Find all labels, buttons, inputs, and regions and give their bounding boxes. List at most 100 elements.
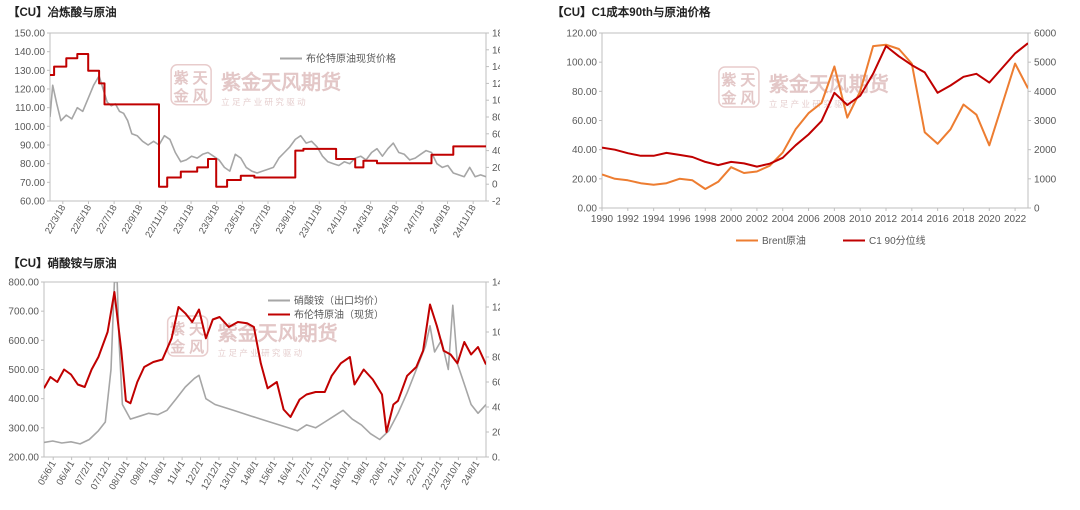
chart1-right-tick-label: 100 (492, 96, 500, 107)
chart1-right-tick-label: 160 (492, 45, 500, 56)
chart3-title: 【CU】硝酸铵与原油 (8, 258, 117, 270)
chart1-right-tick-label: 20 (492, 163, 500, 174)
chart2-series-0-line (602, 43, 1028, 190)
chart1-left-tick-label: 150.00 (14, 29, 45, 40)
chart3-legend: 硝酸铵（出口均价）布伦特原油（现货） (268, 294, 384, 321)
chart1-right-tick-label: 180 (492, 29, 500, 40)
chart2-right-tick-label: 5000 (1034, 58, 1057, 69)
watermark-logo-char-0-1: 天 (193, 70, 209, 87)
chart3-svg: 紫天金 风紫金天风期货立 足 产 业 研 究 驱 动 200.00 300.00 400… (8, 278, 500, 492)
watermark-slogan-0: 立 足 产 业 研 究 驱 动 (221, 97, 306, 107)
chart3-series-1-line (44, 291, 486, 433)
chart2-x-tick-label: 1990 (591, 214, 614, 225)
chart1-x-tick-label: 22/7/18 (94, 203, 119, 236)
watermark-logo-char-1-3: 风 (740, 90, 755, 107)
chart1-x-tick-label: 24/5/18 (376, 203, 401, 236)
chart1-x-tick-label: 22/9/18 (120, 203, 145, 236)
chart1-watermark: 紫天金 风紫金天风期货立 足 产 业 研 究 驱 动 (170, 64, 341, 107)
chart2-right-tick-label: 4000 (1034, 87, 1057, 98)
chart2-x-tick-label: 1992 (617, 214, 640, 225)
watermark-logo-char-2-2: 金 (169, 338, 186, 356)
chart3-legend-label-1: 布伦特原油（现货） (294, 308, 384, 321)
watermark-logo-1: 紫天金风 (718, 66, 760, 108)
chart2-x-tick-label: 2002 (746, 214, 769, 225)
watermark-logo-char-0-2: 金 (173, 87, 190, 105)
chart1-x-tick-label: 24/11/18 (451, 203, 479, 240)
chart3-right-tick-label: 60.00 (492, 378, 500, 389)
chart2-right-tick-label: 1000 (1034, 174, 1057, 185)
chart3-right-tick-label: 0.00 (492, 453, 500, 464)
chart1-right-tick-label: 0 (492, 180, 498, 191)
chart1-x-tick-label: 23/7/18 (248, 203, 273, 236)
chart3-left-tick-label: 200.00 (8, 453, 39, 464)
chart2-left-tick-label: 0.00 (578, 204, 598, 215)
chart1-x-tick-label: 24/9/18 (428, 203, 453, 236)
chart1-title: 【CU】冶炼酸与原油 (8, 7, 117, 19)
chart2-x-tick-label: 1994 (643, 214, 666, 225)
chart2-legend-label-0: Brent原油 (762, 234, 806, 247)
chart1-series-1-line (50, 53, 486, 188)
watermark-logo-char-1-2: 金 (720, 89, 737, 107)
chart2-x-tick-label: 2014 (901, 214, 924, 225)
chart1-x-tick-label: 23/3/18 (197, 203, 222, 236)
chart3-left-tick-label: 400.00 (8, 394, 39, 405)
chart1-x-tick-label: 23/11/18 (297, 203, 325, 240)
watermark-logo-box-0 (170, 64, 212, 106)
chart1-left-tick-label: 70.00 (20, 178, 45, 189)
chart2-watermark: 紫天金 风紫金天风期货立 足 产 业 研 究 驱 动 (718, 66, 889, 109)
watermark-logo-char-1-0: 紫 (721, 72, 736, 89)
chart2-x-tick-label: 2000 (720, 214, 743, 225)
chart2-x-tick-label: 2006 (797, 214, 820, 225)
chart3-left-tick-label: 500.00 (8, 365, 39, 376)
chart3-legend-label-0: 硝酸铵（出口均价） (294, 294, 384, 307)
watermark-logo-2: 紫天金风 (166, 315, 209, 357)
chart2-right-tick-label: 0 (1034, 204, 1040, 215)
chart2-x-tick-label: 2012 (875, 214, 898, 225)
chart3-panel: 【CU】硝酸铵与原油 紫天金风紫金天风期货立 足 产 业 研 究 驱 动 200.… (0, 252, 500, 510)
chart2-left-tick-label: 60.00 (572, 116, 597, 127)
chart1-left-tick-label: 60.00 (20, 197, 45, 208)
chart2-left-tick-label: 120.00 (566, 29, 597, 40)
chart1-right-tick-label: 60 (492, 129, 500, 140)
chart3-right-tick-label: 120.00 (492, 303, 500, 314)
chart2-x-tick-label: 2020 (978, 214, 1001, 225)
chart2-x-tick-label: 2018 (952, 214, 975, 225)
chart2-x-tick-label: 2016 (927, 214, 950, 225)
chart2-series-1-line (602, 42, 1028, 168)
chart2-x-tick-label: 2010 (849, 214, 872, 225)
chart2-x-tick-label: 2004 (772, 214, 795, 225)
chart3-x-tick-label: 24/8/1 (460, 459, 483, 487)
chart1-x-tick-label: 22/11/18 (143, 203, 171, 240)
chart1-right-tick-label: 40 (492, 146, 500, 157)
chart3-left-tick-label: 600.00 (8, 336, 39, 347)
watermark-slogan-1: 立 足 产 业 研 究 驱 动 (769, 99, 854, 109)
watermark-slogan-2: 立 足 产 业 研 究 驱 动 (218, 348, 303, 358)
chart2-x-tick-label: 2022 (1004, 214, 1027, 225)
chart1-svg: 紫天金 风紫金天风期货立 足 产 业 研 究 驱 动 60.00 70.00 80.00… (14, 29, 500, 240)
chart2-x-tick-label: 1998 (694, 214, 717, 225)
chart1-legend-label-0: 布伦特原油现货价格 (306, 52, 396, 65)
chart1-panel: 【CU】冶炼酸与原油 紫天金风紫金天风期货立 足 产 业 研 究 驱 动 60.0… (0, 0, 500, 250)
chart2-title: 【CU】C1成本90th与原油价格 (552, 7, 711, 19)
chart2-x-tick-label: 2008 (823, 214, 846, 225)
chart1-left-tick-label: 140.00 (14, 47, 45, 58)
chart3-right-tick-label: 100.00 (492, 328, 500, 339)
chart1-x-tick-label: 24/1/18 (325, 203, 350, 236)
watermark-brand-2: 紫金天风期货 (218, 321, 338, 345)
chart1-left-tick-label: 110.00 (15, 103, 45, 114)
chart2-left-tick-label: 40.00 (572, 145, 597, 156)
chart1-right-tick-label: 80 (492, 113, 500, 124)
chart1-x-tick-label: 22/3/18 (43, 203, 68, 236)
watermark-logo-char-2-1: 天 (189, 321, 205, 338)
chart2-left-tick-label: 80.00 (572, 87, 597, 98)
watermark-logo-char-0-0: 紫 (174, 70, 189, 87)
chart2-legend: Brent原油 C1 90分位线 (736, 234, 926, 247)
chart1-x-tick-label: 24/7/18 (402, 203, 427, 236)
chart2-panel: 【CU】C1成本90th与原油价格 紫天金风紫金天风期货立 足 产 业 研 究 … (540, 0, 1080, 255)
chart1-x-tick-label: 24/3/18 (351, 203, 376, 236)
chart3-series-0-line (44, 282, 486, 445)
chart2-x-tick-label: 1996 (668, 214, 691, 225)
chart2-right-tick-label: 2000 (1034, 145, 1057, 156)
chart2-legend-label-1: C1 90分位线 (869, 234, 926, 247)
chart3-right-tick-label: 20.00 (492, 428, 500, 439)
